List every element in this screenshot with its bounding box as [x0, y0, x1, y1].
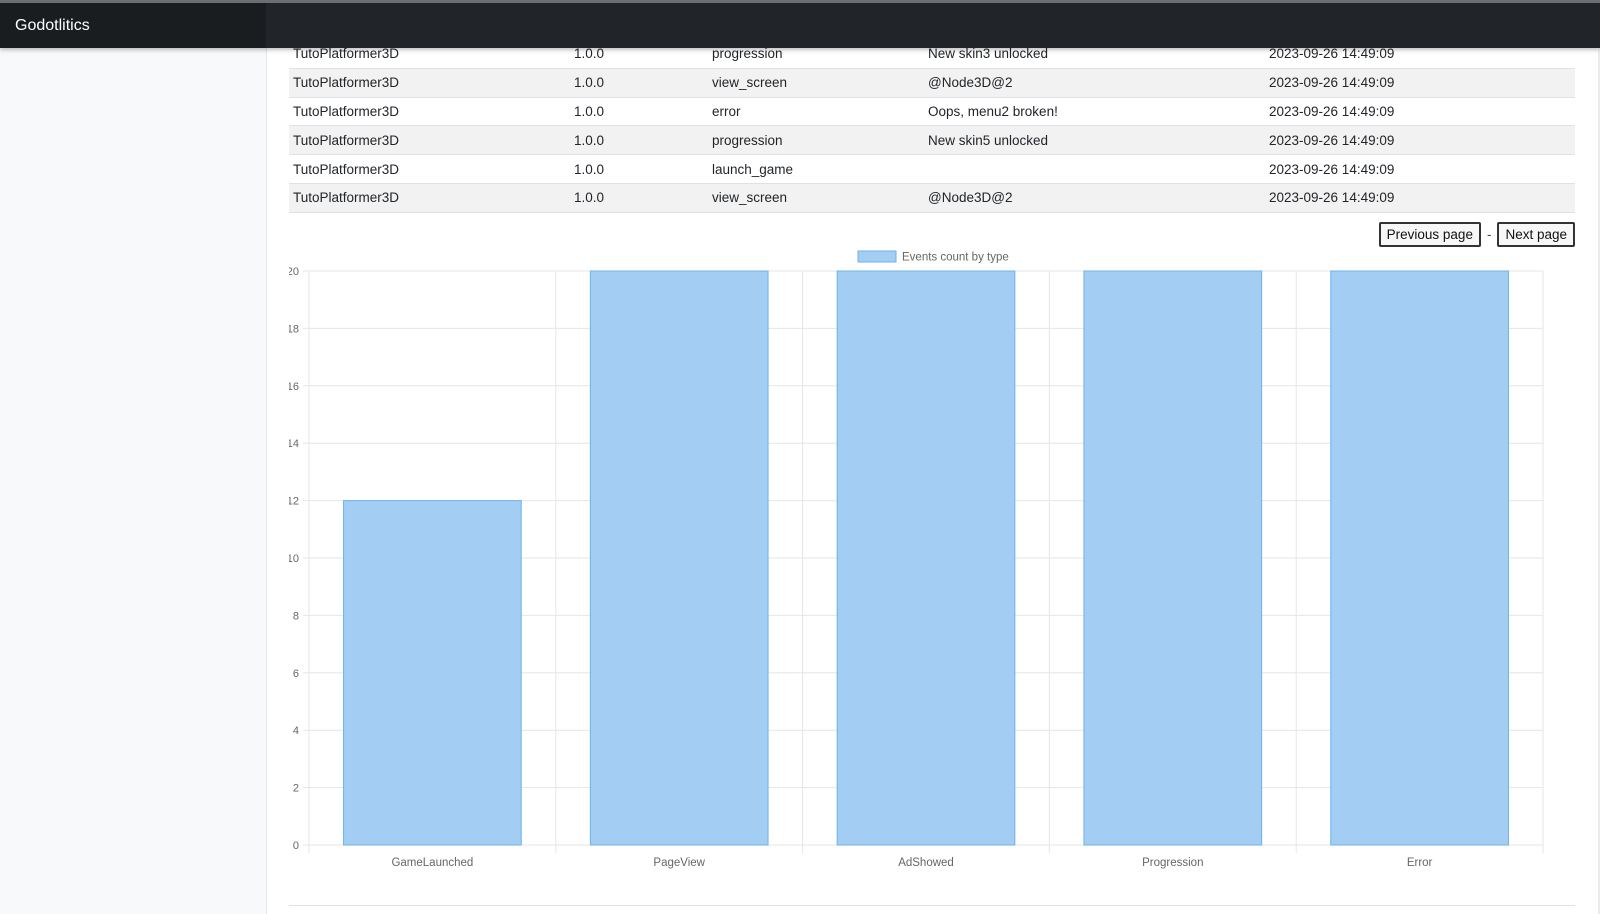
main-content: TutoPlatformer3D 1.0.0 progression New skin… — [289, 0, 1575, 914]
cell-detail: New skin5 unlocked — [924, 125, 1265, 156]
cell-version: 1.0.0 — [570, 68, 708, 98]
top-navbar: Godotlitics — [0, 0, 1600, 48]
y-tick-label: 4 — [293, 725, 299, 737]
events-bar-chart: 0 2 4 6 8 10 12 14 16 18 20 GameLaunched PageView AdS… — [289, 248, 1575, 908]
cell-timestamp: 2023-09-26 14:49:09 — [1265, 125, 1575, 156]
cell-app: TutoPlatformer3D — [289, 154, 570, 184]
cell-event: view_screen — [708, 68, 924, 98]
brand-logo[interactable]: Godotlitics — [0, 3, 266, 48]
next-page-button[interactable]: Next page — [1497, 222, 1575, 247]
cell-timestamp: 2023-09-26 14:49:09 — [1265, 97, 1575, 127]
cell-detail: @Node3D@2 — [924, 68, 1265, 98]
bar-error — [1330, 270, 1509, 846]
cell-detail — [924, 154, 1265, 184]
cell-app: TutoPlatformer3D — [289, 97, 570, 127]
cell-event: launch_game — [708, 154, 924, 184]
cell-event: view_screen — [708, 183, 924, 213]
y-tick-label: 12 — [289, 496, 299, 508]
pagination: Previous page - Next page — [1378, 222, 1575, 247]
y-tick-label: 16 — [289, 381, 299, 393]
legend-label: Events count by type — [902, 252, 1009, 264]
cell-version: 1.0.0 — [570, 154, 708, 184]
x-tick-label: Error — [1407, 857, 1433, 869]
x-tick-label: AdShowed — [898, 857, 954, 869]
cell-timestamp: 2023-09-26 14:49:09 — [1265, 154, 1575, 184]
cell-timestamp: 2023-09-26 14:49:09 — [1265, 68, 1575, 98]
x-tick-label: PageView — [653, 857, 705, 869]
legend-swatch — [857, 250, 897, 263]
y-tick-label: 8 — [293, 610, 299, 622]
cell-detail: Oops, menu2 broken! — [924, 97, 1265, 127]
chart-canvas: 0 2 4 6 8 10 12 14 16 18 20 GameLaunched PageView AdS… — [289, 250, 1544, 869]
table-row: TutoPlatformer3D 1.0.0 view_screen @Node3D@… — [289, 183, 1575, 213]
cell-event: progression — [708, 125, 924, 156]
bar-gamelaunched — [343, 500, 522, 846]
y-tick-label: 6 — [293, 668, 299, 680]
y-tick-label: 20 — [289, 266, 299, 278]
events-table: TutoPlatformer3D 1.0.0 progression New skin… — [289, 40, 1575, 213]
table-row: TutoPlatformer3D 1.0.0 launch_game 2023-09-… — [289, 154, 1575, 184]
y-tick-label: 2 — [293, 783, 299, 795]
divider — [289, 905, 1575, 906]
cell-event: error — [708, 97, 924, 127]
table-row: TutoPlatformer3D 1.0.0 error Oops, menu2 br… — [289, 97, 1575, 127]
y-tick-label: 18 — [289, 323, 299, 335]
bar-pageview — [589, 270, 769, 846]
table-row: TutoPlatformer3D 1.0.0 progression New skin… — [289, 125, 1575, 156]
x-tick-label: GameLaunched — [391, 857, 473, 869]
previous-page-button[interactable]: Previous page — [1378, 222, 1481, 247]
y-tick-label: 14 — [289, 438, 299, 450]
cell-version: 1.0.0 — [570, 125, 708, 156]
cell-app: TutoPlatformer3D — [289, 183, 570, 213]
scrollbar-track[interactable] — [1598, 48, 1600, 914]
y-tick-label: 0 — [293, 840, 299, 852]
pager-separator: - — [1486, 227, 1492, 242]
cell-app: TutoPlatformer3D — [289, 68, 570, 98]
x-tick-label: Progression — [1142, 857, 1203, 869]
y-tick-label: 10 — [289, 553, 299, 565]
bar-progression — [1083, 270, 1263, 846]
cell-version: 1.0.0 — [570, 97, 708, 127]
cell-timestamp: 2023-09-26 14:49:09 — [1265, 183, 1575, 213]
cell-version: 1.0.0 — [570, 183, 708, 213]
cell-app: TutoPlatformer3D — [289, 125, 570, 156]
table-row: TutoPlatformer3D 1.0.0 view_screen @Node3D@… — [289, 68, 1575, 98]
cell-detail: @Node3D@2 — [924, 183, 1265, 213]
bar-adshowed — [836, 270, 1016, 846]
sidebar — [0, 0, 267, 914]
